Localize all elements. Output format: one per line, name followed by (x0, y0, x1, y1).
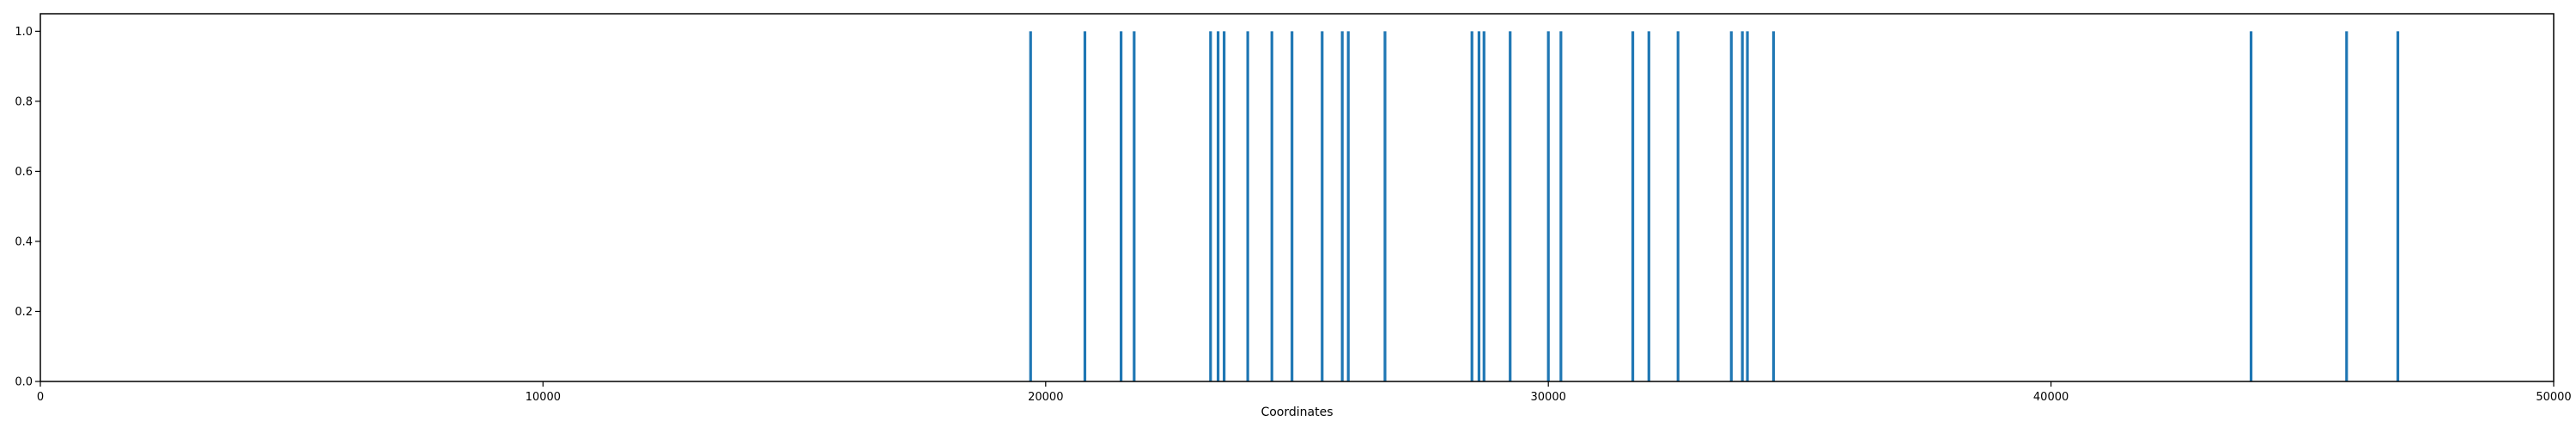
y-tick-label: 1.0 (15, 26, 33, 39)
bar-6 (1223, 31, 1226, 381)
bar-0 (1029, 31, 1032, 381)
bar-28 (2345, 31, 2348, 381)
bar-12 (1346, 31, 1350, 381)
bar-17 (1509, 31, 1512, 381)
plot-frame (39, 13, 2555, 382)
x-axis-ticks: 0 10000 20000 30000 40000 50000 (37, 381, 2572, 404)
bar-9 (1291, 31, 1294, 381)
bar-21 (1647, 31, 1650, 381)
bar-22 (1676, 31, 1680, 381)
bar-11 (1340, 31, 1344, 381)
bar-13 (1383, 31, 1387, 381)
bar-4 (1209, 31, 1212, 381)
bar-27 (2249, 31, 2253, 381)
bar-5 (1216, 31, 1220, 381)
bar-7 (1246, 31, 1249, 381)
y-tick-label: 0.4 (15, 235, 33, 248)
y-tick-label: 0.8 (15, 95, 33, 108)
bar-14 (1470, 31, 1473, 381)
y-axis-ticks: 0.0 0.2 0.4 0.6 0.8 1.0 (15, 26, 40, 389)
bar-3 (1133, 31, 1136, 381)
bar-26 (1771, 31, 1776, 381)
bar-18 (1546, 31, 1550, 381)
bar-23 (1729, 31, 1733, 381)
y-tick-label: 0.2 (15, 306, 33, 319)
bar-19 (1559, 31, 1563, 381)
y-tick-label: 0.6 (15, 166, 33, 179)
bar-15 (1477, 31, 1481, 381)
x-tick-label: 30000 (1531, 391, 1566, 404)
bar-24 (1741, 31, 1744, 381)
bar-20 (1631, 31, 1635, 381)
bars-layer (1029, 31, 2400, 381)
bar-1 (1083, 31, 1087, 381)
x-axis-label: Coordinates (1261, 406, 1333, 419)
x-tick-label: 40000 (2033, 391, 2069, 404)
bar-16 (1482, 31, 1485, 381)
bar-25 (1746, 31, 1749, 381)
bar-8 (1270, 31, 1273, 381)
x-tick-label: 10000 (526, 391, 561, 404)
x-tick-label: 20000 (1028, 391, 1063, 404)
y-tick-label: 0.0 (15, 376, 33, 389)
bar-29 (2396, 31, 2400, 381)
x-tick-label: 50000 (2536, 391, 2571, 404)
x-tick-label: 0 (37, 391, 44, 404)
axes-layer (39, 13, 2555, 382)
bar-10 (1321, 31, 1324, 381)
bar-2 (1120, 31, 1123, 381)
